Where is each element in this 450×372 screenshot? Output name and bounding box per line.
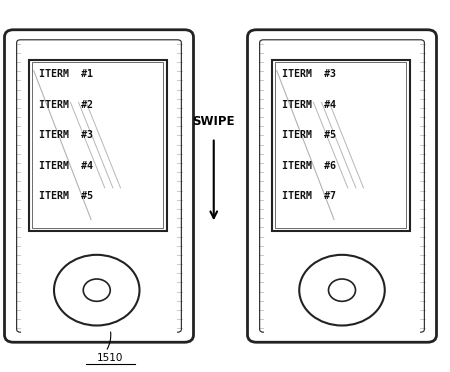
- Text: ITERM  #2: ITERM #2: [39, 100, 93, 110]
- Circle shape: [54, 255, 140, 326]
- Bar: [272, 60, 410, 231]
- Circle shape: [299, 255, 385, 326]
- Circle shape: [328, 279, 356, 301]
- Bar: [21, 221, 177, 333]
- Text: ITERM  #5: ITERM #5: [39, 192, 93, 201]
- Text: ITERM  #1: ITERM #1: [39, 70, 93, 79]
- Bar: [264, 43, 420, 232]
- Text: ITERM  #6: ITERM #6: [282, 161, 336, 171]
- Bar: [32, 62, 163, 228]
- Bar: [21, 43, 177, 232]
- Bar: [29, 60, 166, 231]
- Bar: [275, 62, 406, 228]
- Text: ITERM  #7: ITERM #7: [282, 192, 336, 201]
- Text: ITERM  #5: ITERM #5: [282, 131, 336, 140]
- Text: 1510: 1510: [97, 353, 123, 363]
- Text: ITERM  #4: ITERM #4: [282, 100, 336, 110]
- Bar: [264, 221, 420, 333]
- Text: ITERM  #3: ITERM #3: [39, 131, 93, 140]
- Text: ITERM  #4: ITERM #4: [39, 161, 93, 171]
- Circle shape: [83, 279, 110, 301]
- Text: ITERM  #3: ITERM #3: [282, 70, 336, 79]
- Text: SWIPE: SWIPE: [193, 115, 235, 128]
